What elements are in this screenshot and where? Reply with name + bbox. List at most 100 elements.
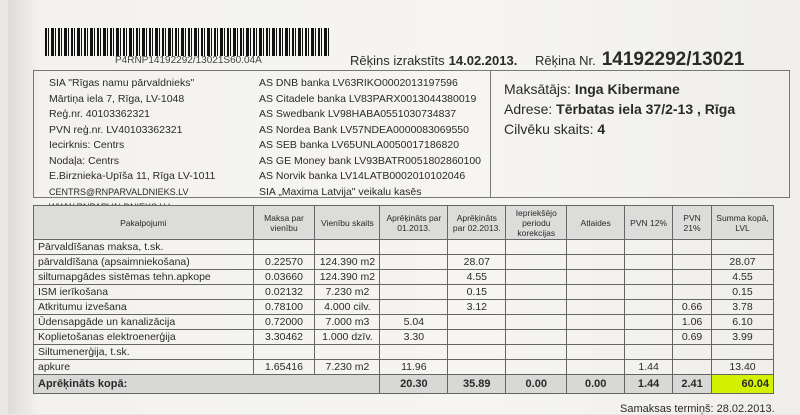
company-line: PVN reģ.nr. LV40103362321 (49, 123, 183, 136)
table-cell (505, 299, 568, 315)
table-cell (566, 359, 626, 375)
total-cell: 1.44 (624, 374, 674, 394)
payer-name: Inga Kibermane (574, 81, 680, 97)
table-cell: 0.15 (447, 284, 507, 300)
payment-due: Samaksas termiņš: 28.02.2013. (620, 403, 775, 415)
table-cell (379, 344, 449, 360)
table-cell: 0.22570 (252, 254, 316, 270)
table-cell (711, 344, 774, 360)
payer-details: Maksātājs: Inga Kibermane Adrese: Tērbat… (504, 79, 735, 139)
table-cell (379, 284, 449, 300)
table-cell (505, 359, 568, 375)
table-cell: 0.03660 (252, 269, 316, 285)
table-cell (566, 269, 626, 285)
table-cell: 28.07 (711, 254, 774, 270)
table-cell: 0.02132 (252, 284, 316, 300)
table-cell: 124.390 m2 (314, 269, 381, 285)
people-count: 4 (597, 121, 606, 137)
table-cell (379, 239, 449, 255)
table-cell (624, 254, 674, 270)
table-cell (252, 239, 316, 255)
table-row: siltumapgādes sistēmas tehn.apkope 0.0366… (33, 269, 774, 285)
table-cell: 4.55 (711, 269, 774, 285)
table-cell: 3.99 (711, 329, 774, 345)
table-cell (624, 344, 674, 360)
payer-address: Tērbatas iela 37/2-13 , Rīga (556, 101, 736, 117)
barcode (45, 28, 330, 56)
column-header: Atlaides (566, 205, 626, 240)
total-label: Aprēķināts kopā: (32, 374, 381, 394)
payer-label: Maksātājs: (504, 81, 571, 97)
column-header: Iepriekšējo periodu korekcijas (505, 205, 568, 240)
table-cell (447, 359, 507, 375)
table-row: Siltumenerģija, t.sk. (33, 344, 774, 360)
services-table: Pakalpojumi Maksa par vienību Vienību skai… (32, 205, 774, 394)
table-cell: 7.000 m3 (314, 314, 381, 330)
table-cell (505, 329, 568, 345)
company-line: Mārtiņa iela 7, Rīga, LV-1048 (49, 92, 185, 105)
total-cell: 35.89 (447, 374, 507, 394)
table-cell: 0.72000 (252, 314, 316, 330)
total-row: Aprēķināts kopā: 20.30 35.89 0.00 0.00 1.44 2.… (32, 374, 774, 394)
bank-accounts: AS DNB banka LV63RIKO0002013197596 AS Cit… (259, 76, 481, 200)
table-cell (566, 329, 626, 345)
table-cell (505, 269, 568, 285)
table-cell (379, 269, 449, 285)
number-value: 14192292/13021 (601, 49, 745, 70)
table-cell: 4.000 cilv. (314, 299, 381, 315)
divider (490, 71, 491, 197)
table-row: pārvaldīšana (apsaimniekošana) 0.22570 124… (33, 254, 774, 270)
table-cell (447, 239, 507, 255)
table-row: Pārvaldīšanas maksa, t.sk. (33, 239, 774, 255)
table-cell: 13.40 (711, 359, 774, 375)
table-cell: pārvaldīšana (apsaimniekošana) (33, 254, 254, 270)
table-cell (447, 344, 507, 360)
company-line: Nodaļa: Centrs (49, 154, 120, 167)
table-row: Atkritumu izvešana 0.78100 4.000 cilv. 3.12… (33, 299, 774, 315)
table-cell: 0.78100 (252, 299, 316, 315)
table-cell (314, 239, 381, 255)
table-cell: 0.66 (672, 299, 713, 315)
table-cell: 3.30462 (252, 329, 316, 345)
table-cell: Siltumenerģija, t.sk. (33, 344, 254, 360)
bank-line: AS Nordea Bank LV57NDEA0000083069550 (259, 123, 469, 136)
table-row: apkure 1.65416 7.230 m2 11.96 1.44 13.40 (33, 359, 774, 375)
issued-label: Rēķins izrakstīts (350, 53, 445, 68)
company-line: Iecirknis: Centrs (49, 139, 125, 151)
issued-date: Rēķins izrakstīts 14.02.2013. (350, 53, 517, 68)
table-cell: ISM ierīkošana (33, 284, 254, 300)
table-cell: 7.230 m2 (314, 359, 381, 375)
people-label: Cilvēku skaits: (504, 121, 594, 137)
table-cell (672, 284, 713, 300)
column-header: Aprēķināts par 01.2013. (379, 205, 449, 240)
table-cell (624, 239, 674, 255)
table-cell (505, 284, 568, 300)
total-cell: 0.00 (505, 374, 568, 394)
table-cell (379, 254, 449, 270)
table-cell (672, 239, 713, 255)
table-cell: 1.000 dzīv. (314, 329, 381, 345)
table-cell: Koplietošanas elektroenerģija (33, 329, 254, 345)
company-line: CENTRS@RNPARVALDNIEKS.LV (49, 186, 189, 197)
table-cell: 7.230 m2 (314, 284, 381, 300)
table-cell: 3.78 (711, 299, 774, 315)
table-cell (672, 254, 713, 270)
table-cell (447, 329, 507, 345)
table-cell (505, 344, 568, 360)
table-cell: 4.55 (447, 269, 507, 285)
table-cell: 11.96 (379, 359, 449, 375)
info-box: SIA "Rīgas namu pārvaldnieks" Mārtiņa iel… (33, 70, 790, 212)
column-header: Summa kopā, LVL (711, 205, 774, 240)
column-header: Aprēķināts par 02.2013. (447, 205, 507, 240)
invoice-number: Rēķina Nr. 14192292/13021 (535, 49, 744, 71)
table-cell (505, 254, 568, 270)
table-cell (624, 269, 674, 285)
bank-line: AS SEB banka LV65UNLA0050017186820 (259, 139, 460, 151)
table-row: Ūdensapgāde un kanalizācija 0.72000 7.000 … (33, 314, 774, 330)
company-line: E.Birznieka-Upīša 11, Rīga LV-1011 (49, 170, 216, 182)
table-cell: 3.30 (379, 329, 449, 345)
table-cell: 3.12 (447, 299, 507, 315)
table-cell: 6.10 (711, 314, 774, 330)
table-cell (672, 359, 713, 375)
grand-total: 60.04 (711, 374, 774, 394)
